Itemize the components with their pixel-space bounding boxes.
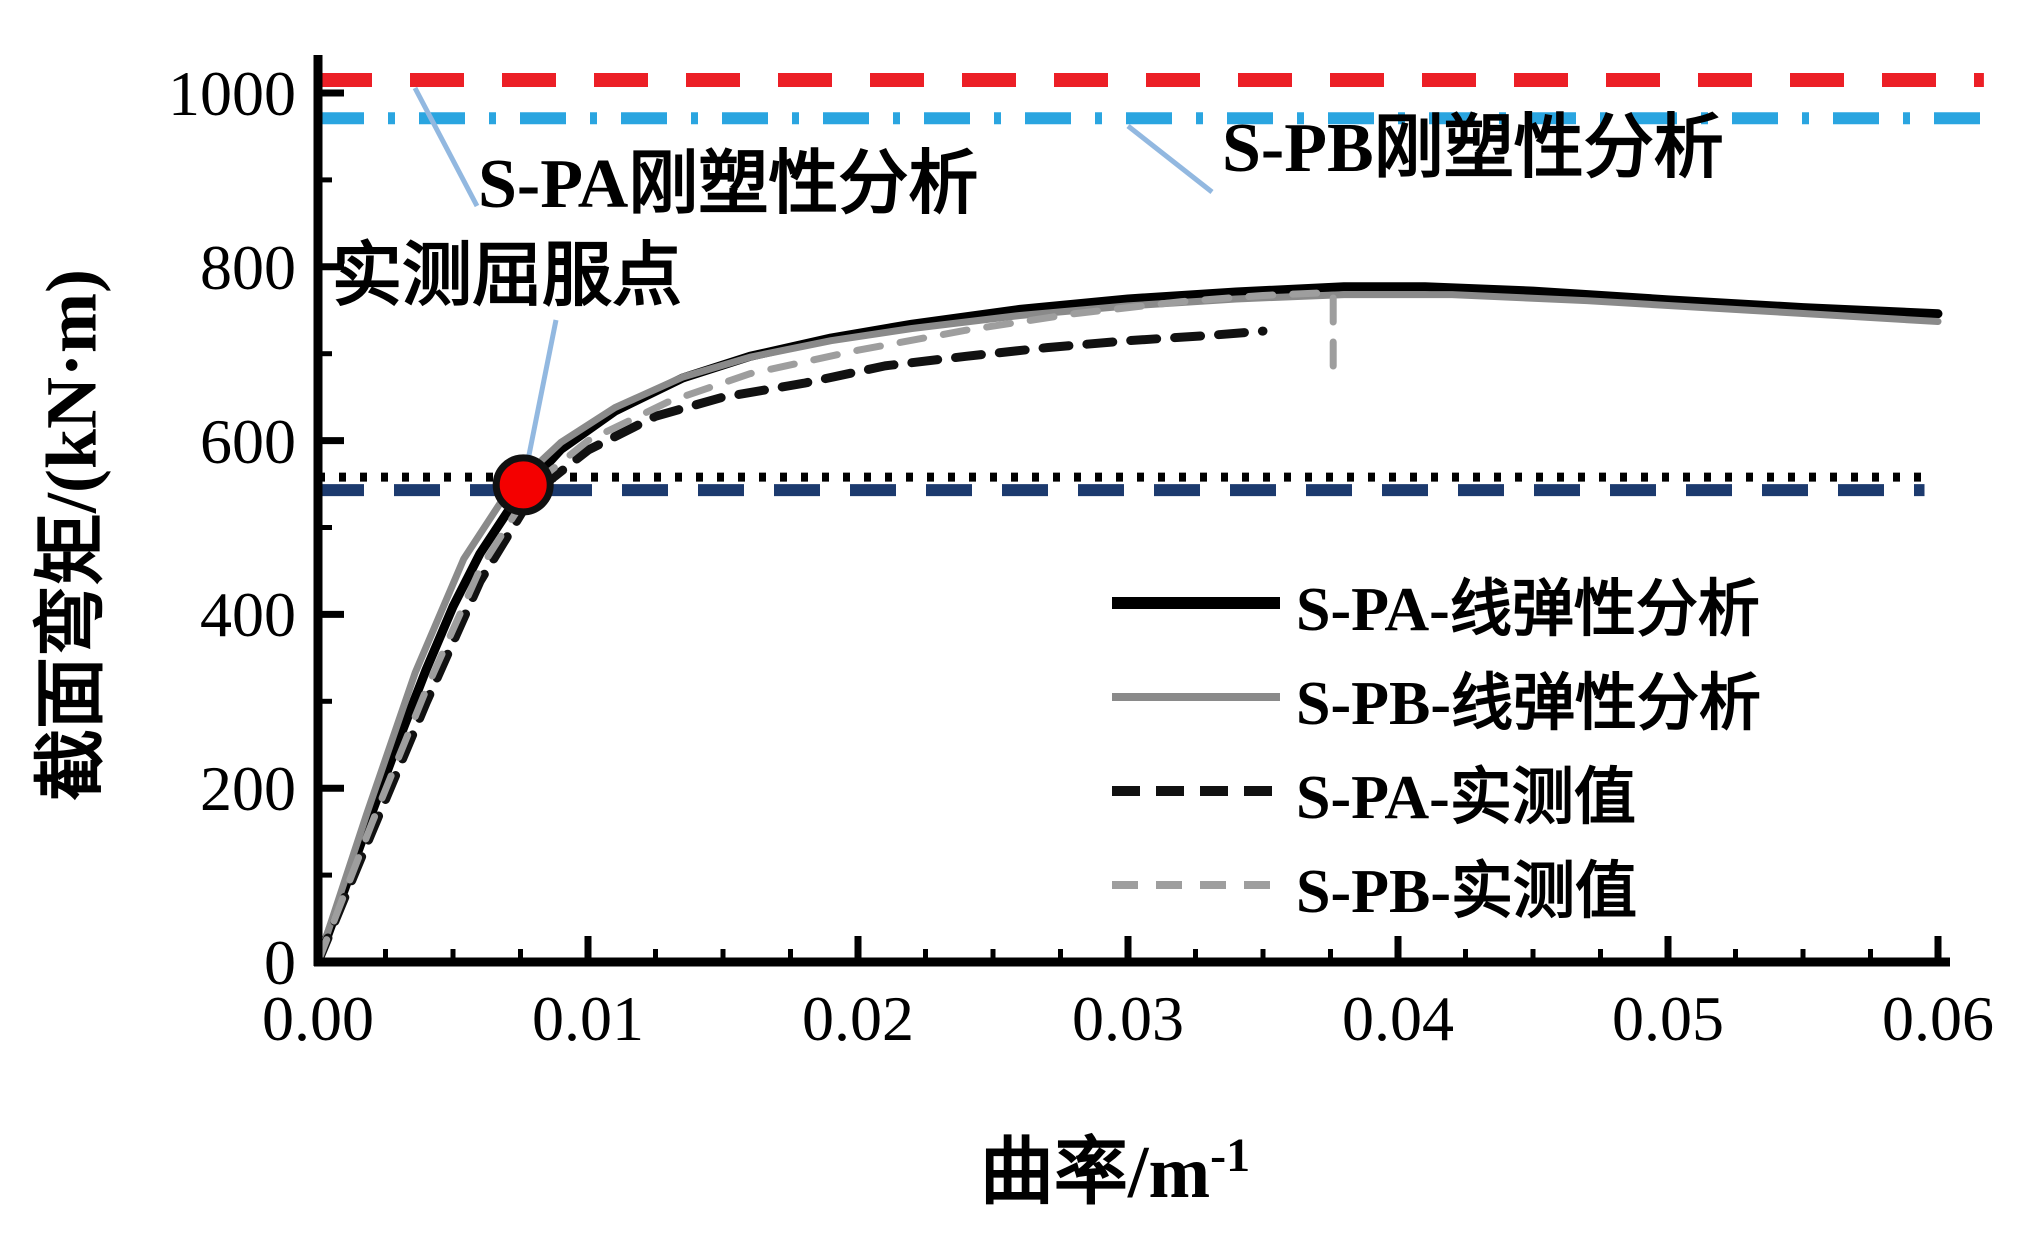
legend-label: S-PA-实测值 <box>1296 764 1636 832</box>
x-tick-label: 0.01 <box>532 983 644 1054</box>
legend-item: S-PB-实测值 <box>1110 838 1761 932</box>
y-tick-label: 600 <box>200 406 296 477</box>
callout-line-yield-point <box>525 319 559 461</box>
legend: S-PA-线弹性分析 S-PB-线弹性分析 S-PA-实测值 S-PB-实测值 <box>1110 556 1761 932</box>
legend-item: S-PA-线弹性分析 <box>1110 556 1761 650</box>
annotation-s-pa-rigid-plastic: S-PA刚塑性分析 <box>478 146 979 223</box>
series-line-3 <box>313 326 1268 967</box>
x-tick-label: 0.03 <box>1072 983 1184 1054</box>
annotation-s-pb-rigid-plastic: S-PB刚塑性分析 <box>1222 110 1724 187</box>
annotation-measured-yield-point: 实测屈服点 <box>332 238 682 315</box>
y-tick-label: 0 <box>264 927 296 998</box>
legend-label: S-PB-线弹性分析 <box>1296 670 1762 738</box>
x-axis-label-base: 曲率/m <box>979 1132 1211 1214</box>
series-line-4 <box>314 289 1337 966</box>
x-axis-label: 曲率/m-1 <box>980 1112 1250 1219</box>
y-tick-label: 200 <box>200 753 296 824</box>
legend-swatch-line <box>1112 693 1280 701</box>
x-tick-label: 0.05 <box>1612 983 1724 1054</box>
legend-item: S-PA-实测值 <box>1110 744 1761 838</box>
legend-swatch-line <box>1112 881 1280 889</box>
legend-label: S-PB-实测值 <box>1296 858 1638 926</box>
legend-item: S-PB-线弹性分析 <box>1110 650 1761 744</box>
x-tick-label: 0.00 <box>262 983 374 1054</box>
legend-label: S-PA-线弹性分析 <box>1296 576 1760 644</box>
series-line-2 <box>314 291 1942 966</box>
legend-swatch-line <box>1112 786 1280 796</box>
y-tick-label: 400 <box>200 579 296 650</box>
yield-point-marker <box>492 454 554 516</box>
x-axis-label-superscript: -1 <box>1210 1129 1251 1182</box>
y-axis-label: 截面弯矩/(kN·m) <box>31 269 112 801</box>
x-tick-label: 0.06 <box>1882 983 1994 1054</box>
y-tick-label: 800 <box>200 232 296 303</box>
callout-line-s-pa-rigid <box>412 86 480 208</box>
x-tick-label: 0.04 <box>1342 983 1454 1054</box>
y-tick-label: 1000 <box>168 58 296 129</box>
x-tick-label: 0.02 <box>802 983 914 1054</box>
legend-swatch-line <box>1112 597 1280 609</box>
callout-line-s-pb-rigid <box>1126 124 1214 194</box>
